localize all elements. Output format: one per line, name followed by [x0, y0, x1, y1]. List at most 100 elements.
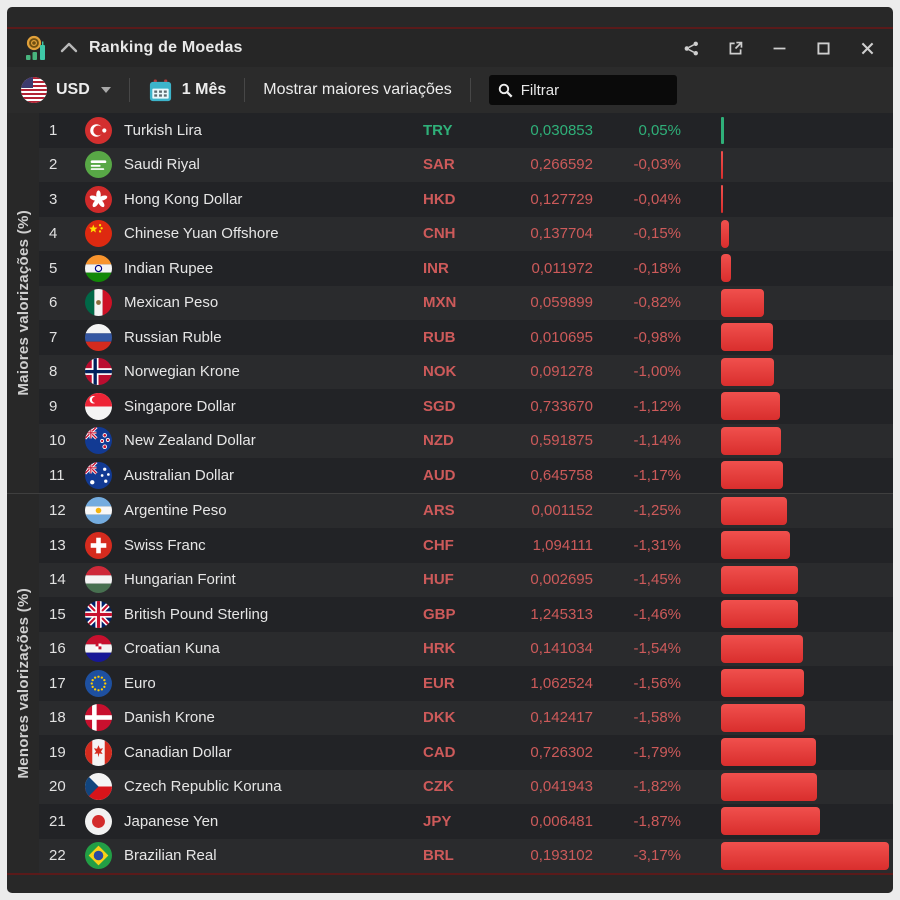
row-variation-bar	[721, 148, 893, 183]
flag-singapore-icon	[85, 392, 112, 420]
row-rank: 22	[49, 847, 66, 865]
chevron-up-icon[interactable]	[59, 40, 79, 56]
filter-input[interactable]	[520, 81, 669, 99]
calendar-icon	[148, 78, 173, 103]
section-top-gainers: Maiores valorizações (%) 1 Turkish Lira …	[7, 113, 893, 493]
row-ticker: JPY	[423, 812, 452, 830]
table-row[interactable]: 7 Russian Ruble RUB 0,010695 -0,98%	[39, 320, 893, 355]
row-value: 0,591875	[530, 432, 593, 450]
row-change-pct: -1,58%	[633, 709, 681, 727]
table-row[interactable]: 19 Canadian Dollar CAD 0,726302 -1,79%	[39, 735, 893, 770]
chevron-down-icon	[100, 87, 111, 93]
row-ticker: MXN	[423, 294, 457, 312]
top-section-label: Maiores valorizações (%)	[14, 209, 32, 396]
flag-denmark-icon	[85, 704, 112, 732]
period-selector[interactable]: 1 Mês	[148, 78, 226, 103]
currency-selector[interactable]: USD	[21, 77, 111, 103]
row-rank: 7	[49, 328, 58, 346]
show-variations-label: Mostrar maiores variações	[263, 81, 452, 98]
row-value: 1,062524	[530, 674, 593, 692]
table-row[interactable]: 18 Danish Krone DKK 0,142417 -1,58%	[39, 700, 893, 735]
row-change-pct: -0,18%	[633, 259, 681, 277]
row-rank: 13	[49, 536, 66, 554]
row-value: 0,137704	[530, 225, 593, 243]
row-value: 0,142417	[530, 709, 593, 727]
row-change-pct: -0,15%	[633, 225, 681, 243]
row-ticker: BRL	[423, 847, 454, 865]
flag-uk-icon	[85, 600, 112, 628]
flag-us-icon	[21, 77, 47, 103]
row-rank: 16	[49, 640, 66, 658]
flag-newzealand-icon	[85, 427, 112, 455]
row-variation-bar	[721, 632, 893, 667]
row-rank: 1	[49, 121, 58, 139]
close-icon[interactable]	[857, 39, 877, 57]
table-row[interactable]: 16 Croatian Kuna HRK 0,141034 -1,54%	[39, 631, 893, 667]
row-value: 0,002695	[530, 571, 593, 589]
table-row[interactable]: 1 Turkish Lira TRY 0,030853 0,05%	[39, 113, 893, 148]
row-currency-name: Saudi Riyal	[124, 156, 200, 174]
table-row[interactable]: 5 Indian Rupee INR 0,011972 -0,18%	[39, 251, 893, 286]
row-ticker: CAD	[423, 743, 456, 761]
row-rank: 3	[49, 190, 58, 208]
row-change-pct: -0,03%	[633, 156, 681, 174]
table-row[interactable]: 12 Argentine Peso ARS 0,001152 -1,25%	[39, 493, 893, 528]
table-row[interactable]: 8 Norwegian Krone NOK 0,091278 -1,00%	[39, 354, 893, 389]
row-currency-name: Czech Republic Koruna	[124, 778, 282, 796]
row-rank: 6	[49, 294, 58, 312]
flag-czech-icon	[85, 773, 112, 801]
table-row[interactable]: 6 Mexican Peso MXN 0,059899 -0,82%	[39, 285, 893, 320]
period-label: 1 Mês	[181, 81, 227, 98]
row-change-pct: -0,04%	[633, 190, 681, 208]
row-currency-name: Norwegian Krone	[124, 363, 240, 381]
row-ticker: INR	[423, 259, 449, 277]
row-change-pct: -1,45%	[633, 571, 681, 589]
row-variation-bar	[721, 113, 893, 148]
table-row[interactable]: 9 Singapore Dollar SGD 0,733670 -1,12%	[39, 389, 893, 424]
table-row[interactable]: 17 Euro EUR 1,062524 -1,56%	[39, 666, 893, 701]
flag-india-icon	[85, 254, 112, 282]
row-variation-bar	[721, 839, 893, 874]
bottom-section-label: Menores valorizações (%)	[14, 587, 32, 779]
row-variation-bar	[721, 320, 893, 355]
row-value: 0,041943	[530, 778, 593, 796]
row-currency-name: Turkish Lira	[124, 121, 202, 139]
row-ticker: TRY	[423, 121, 453, 139]
table-row[interactable]: 13 Swiss Franc CHF 1,094111 -1,31%	[39, 528, 893, 563]
window-bottom-accent-line	[7, 873, 893, 875]
table-row[interactable]: 22 Brazilian Real BRL 0,193102 -3,17%	[39, 838, 893, 874]
table-row[interactable]: 21 Japanese Yen JPY 0,006481 -1,87%	[39, 804, 893, 839]
row-value: 1,094111	[532, 536, 593, 554]
table-row[interactable]: 15 British Pound Sterling GBP 1,245313 -…	[39, 597, 893, 632]
table-row[interactable]: 2 Saudi Riyal SAR 0,266592 -0,03%	[39, 147, 893, 183]
row-currency-name: Australian Dollar	[124, 466, 235, 484]
open-in-new-window-icon[interactable]	[725, 39, 745, 57]
row-ticker: NZD	[423, 432, 454, 450]
title-bar[interactable]: Ranking de Moedas	[7, 29, 893, 67]
table-row[interactable]: 10 New Zealand Dollar NZD 0,591875 -1,14…	[39, 423, 893, 458]
row-rank: 2	[49, 156, 58, 174]
table-row[interactable]: 11 Australian Dollar AUD 0,645758 -1,17%	[39, 458, 893, 493]
row-change-pct: -1,82%	[633, 778, 681, 796]
row-value: 0,010695	[530, 328, 593, 346]
show-variations-toggle[interactable]: Mostrar maiores variações	[263, 81, 452, 99]
row-value: 0,266592	[530, 156, 593, 174]
row-ticker: ARS	[423, 502, 455, 520]
row-value: 0,006481	[530, 812, 593, 830]
maximize-icon[interactable]	[813, 39, 833, 57]
row-currency-name: Hong Kong Dollar	[124, 190, 243, 208]
table-row[interactable]: 14 Hungarian Forint HUF 0,002695 -1,45%	[39, 562, 893, 597]
row-change-pct: -0,82%	[633, 294, 681, 312]
share-icon[interactable]	[681, 39, 701, 57]
row-rank: 4	[49, 225, 58, 243]
row-ticker: AUD	[423, 466, 456, 484]
flag-hongkong-icon	[85, 185, 112, 213]
table-row[interactable]: 3 Hong Kong Dollar HKD 0,127729 -0,04%	[39, 182, 893, 217]
row-variation-bar	[721, 251, 893, 286]
minimize-icon[interactable]	[769, 39, 789, 57]
row-change-pct: -1,00%	[633, 363, 681, 381]
table-row[interactable]: 20 Czech Republic Koruna CZK 0,041943 -1…	[39, 769, 893, 804]
table-row[interactable]: 4 Chinese Yuan Offshore CNH 0,137704 -0,…	[39, 216, 893, 251]
row-value: 0,645758	[530, 466, 593, 484]
row-currency-name: Argentine Peso	[124, 502, 227, 520]
